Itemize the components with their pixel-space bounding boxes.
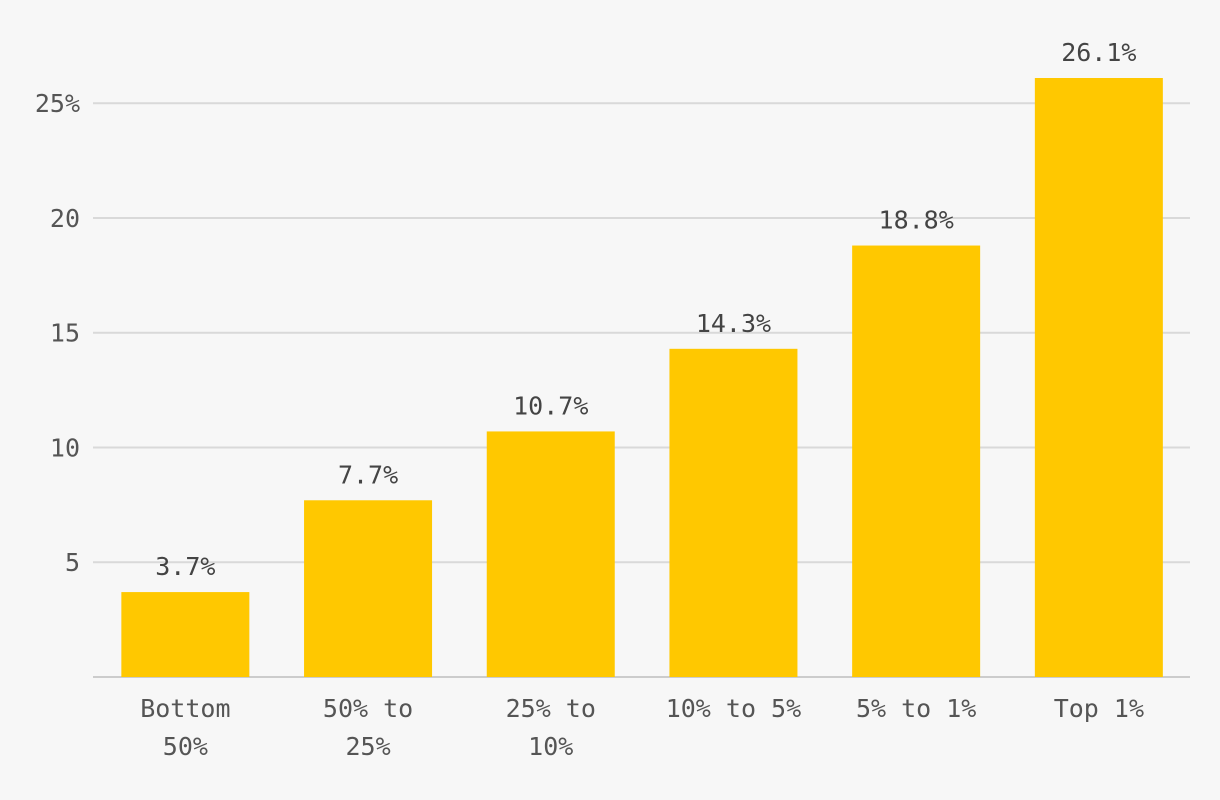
x-category-label: 25%	[345, 732, 390, 761]
bar-value-label: 14.3%	[696, 309, 771, 338]
x-axis-category-labels: Bottom 50% 50% to 25% 25% to 10% 10% to 5% 5% t…	[140, 694, 1144, 761]
bars	[121, 78, 1163, 678]
bar	[304, 500, 433, 677]
bar	[852, 245, 981, 678]
bar	[669, 348, 798, 677]
y-tick-label: 15	[50, 319, 80, 348]
bar	[1034, 78, 1163, 677]
x-category-label: Bottom	[140, 694, 230, 723]
x-category-label: 5% to 1%	[856, 694, 976, 723]
x-category-label: 10% to 5%	[666, 694, 801, 723]
bar-value-label: 10.7%	[513, 391, 588, 420]
gridlines	[93, 102, 1190, 678]
y-tick-label: 20	[50, 204, 80, 233]
bar-value-label: 26.1%	[1061, 38, 1136, 67]
bar-value-label: 7.7%	[338, 460, 398, 489]
bar	[486, 431, 615, 677]
y-tick-label: 5	[65, 548, 80, 577]
data-labels: 3.7% 7.7% 10.7% 14.3% 18.8% 26.1%	[155, 38, 1136, 581]
x-category-label: 50%	[163, 732, 208, 761]
x-category-label: 50% to	[323, 694, 413, 723]
y-axis-tick-labels: 5 10 15 20 25%	[35, 89, 80, 577]
x-category-label: 10%	[528, 732, 573, 761]
x-category-label: 25% to	[506, 694, 596, 723]
x-category-label: Top 1%	[1054, 694, 1144, 723]
bar	[121, 592, 250, 677]
bar-value-label: 18.8%	[879, 206, 954, 235]
y-tick-label: 10	[50, 433, 80, 462]
bar-value-label: 3.7%	[155, 552, 215, 581]
y-tick-label: 25%	[35, 89, 80, 118]
